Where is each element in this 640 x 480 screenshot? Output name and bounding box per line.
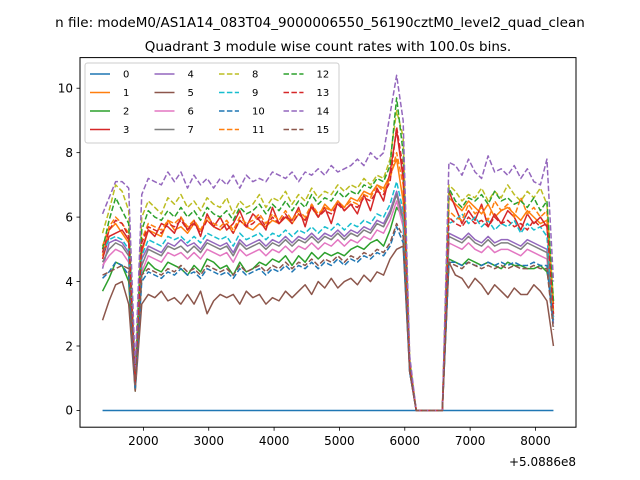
series-line-3 xyxy=(103,130,554,410)
x-tick-label: 2000 xyxy=(128,434,159,448)
chart: n file: modeM0/AS1A14_083T04_9000006550_… xyxy=(0,0,640,480)
legend-label-8: 8 xyxy=(252,70,258,81)
legend-label-5: 5 xyxy=(188,88,194,99)
series-line-15 xyxy=(103,224,554,411)
series-line-11 xyxy=(103,153,554,411)
y-tick-label: 4 xyxy=(65,275,73,289)
legend-label-2: 2 xyxy=(123,107,129,118)
legend-label-15: 15 xyxy=(317,125,330,136)
x-tick-label: 8000 xyxy=(520,434,551,448)
y-tick-label: 10 xyxy=(58,82,73,96)
legend-label-6: 6 xyxy=(188,107,194,118)
y-tick-label: 0 xyxy=(65,404,73,418)
legend-label-7: 7 xyxy=(188,125,194,136)
figure-suptitle: n file: modeM0/AS1A14_083T04_9000006550_… xyxy=(55,15,585,31)
x-axis: 2000 3000 4000 5000 6000 7000 8000 xyxy=(128,427,551,448)
x-tick-label: 3000 xyxy=(193,434,224,448)
x-tick-label: 6000 xyxy=(390,434,421,448)
legend-label-1: 1 xyxy=(123,88,129,99)
chart-title: Quadrant 3 module wise count rates with … xyxy=(145,39,511,55)
y-tick-label: 6 xyxy=(65,210,73,224)
legend-label-13: 13 xyxy=(317,88,330,99)
x-tick-label: 4000 xyxy=(259,434,290,448)
x-tick-label: 7000 xyxy=(455,434,486,448)
legend-label-4: 4 xyxy=(188,70,194,81)
legend-label-10: 10 xyxy=(252,107,265,118)
legend-label-12: 12 xyxy=(317,70,330,81)
x-axis-offset-text: +5.0886e8 xyxy=(509,455,576,469)
series-line-7 xyxy=(103,195,554,411)
legend-label-3: 3 xyxy=(123,125,129,136)
series-line-6 xyxy=(103,201,554,410)
y-tick-label: 8 xyxy=(65,146,73,160)
legend-label-0: 0 xyxy=(123,70,129,81)
x-tick-label: 5000 xyxy=(324,434,355,448)
series-line-5 xyxy=(103,246,554,410)
legend-label-11: 11 xyxy=(252,125,265,136)
legend-label-14: 14 xyxy=(317,107,330,118)
y-axis: 0 2 4 6 8 10 xyxy=(58,82,80,418)
legend-label-9: 9 xyxy=(252,88,258,99)
y-tick-label: 2 xyxy=(65,339,73,353)
